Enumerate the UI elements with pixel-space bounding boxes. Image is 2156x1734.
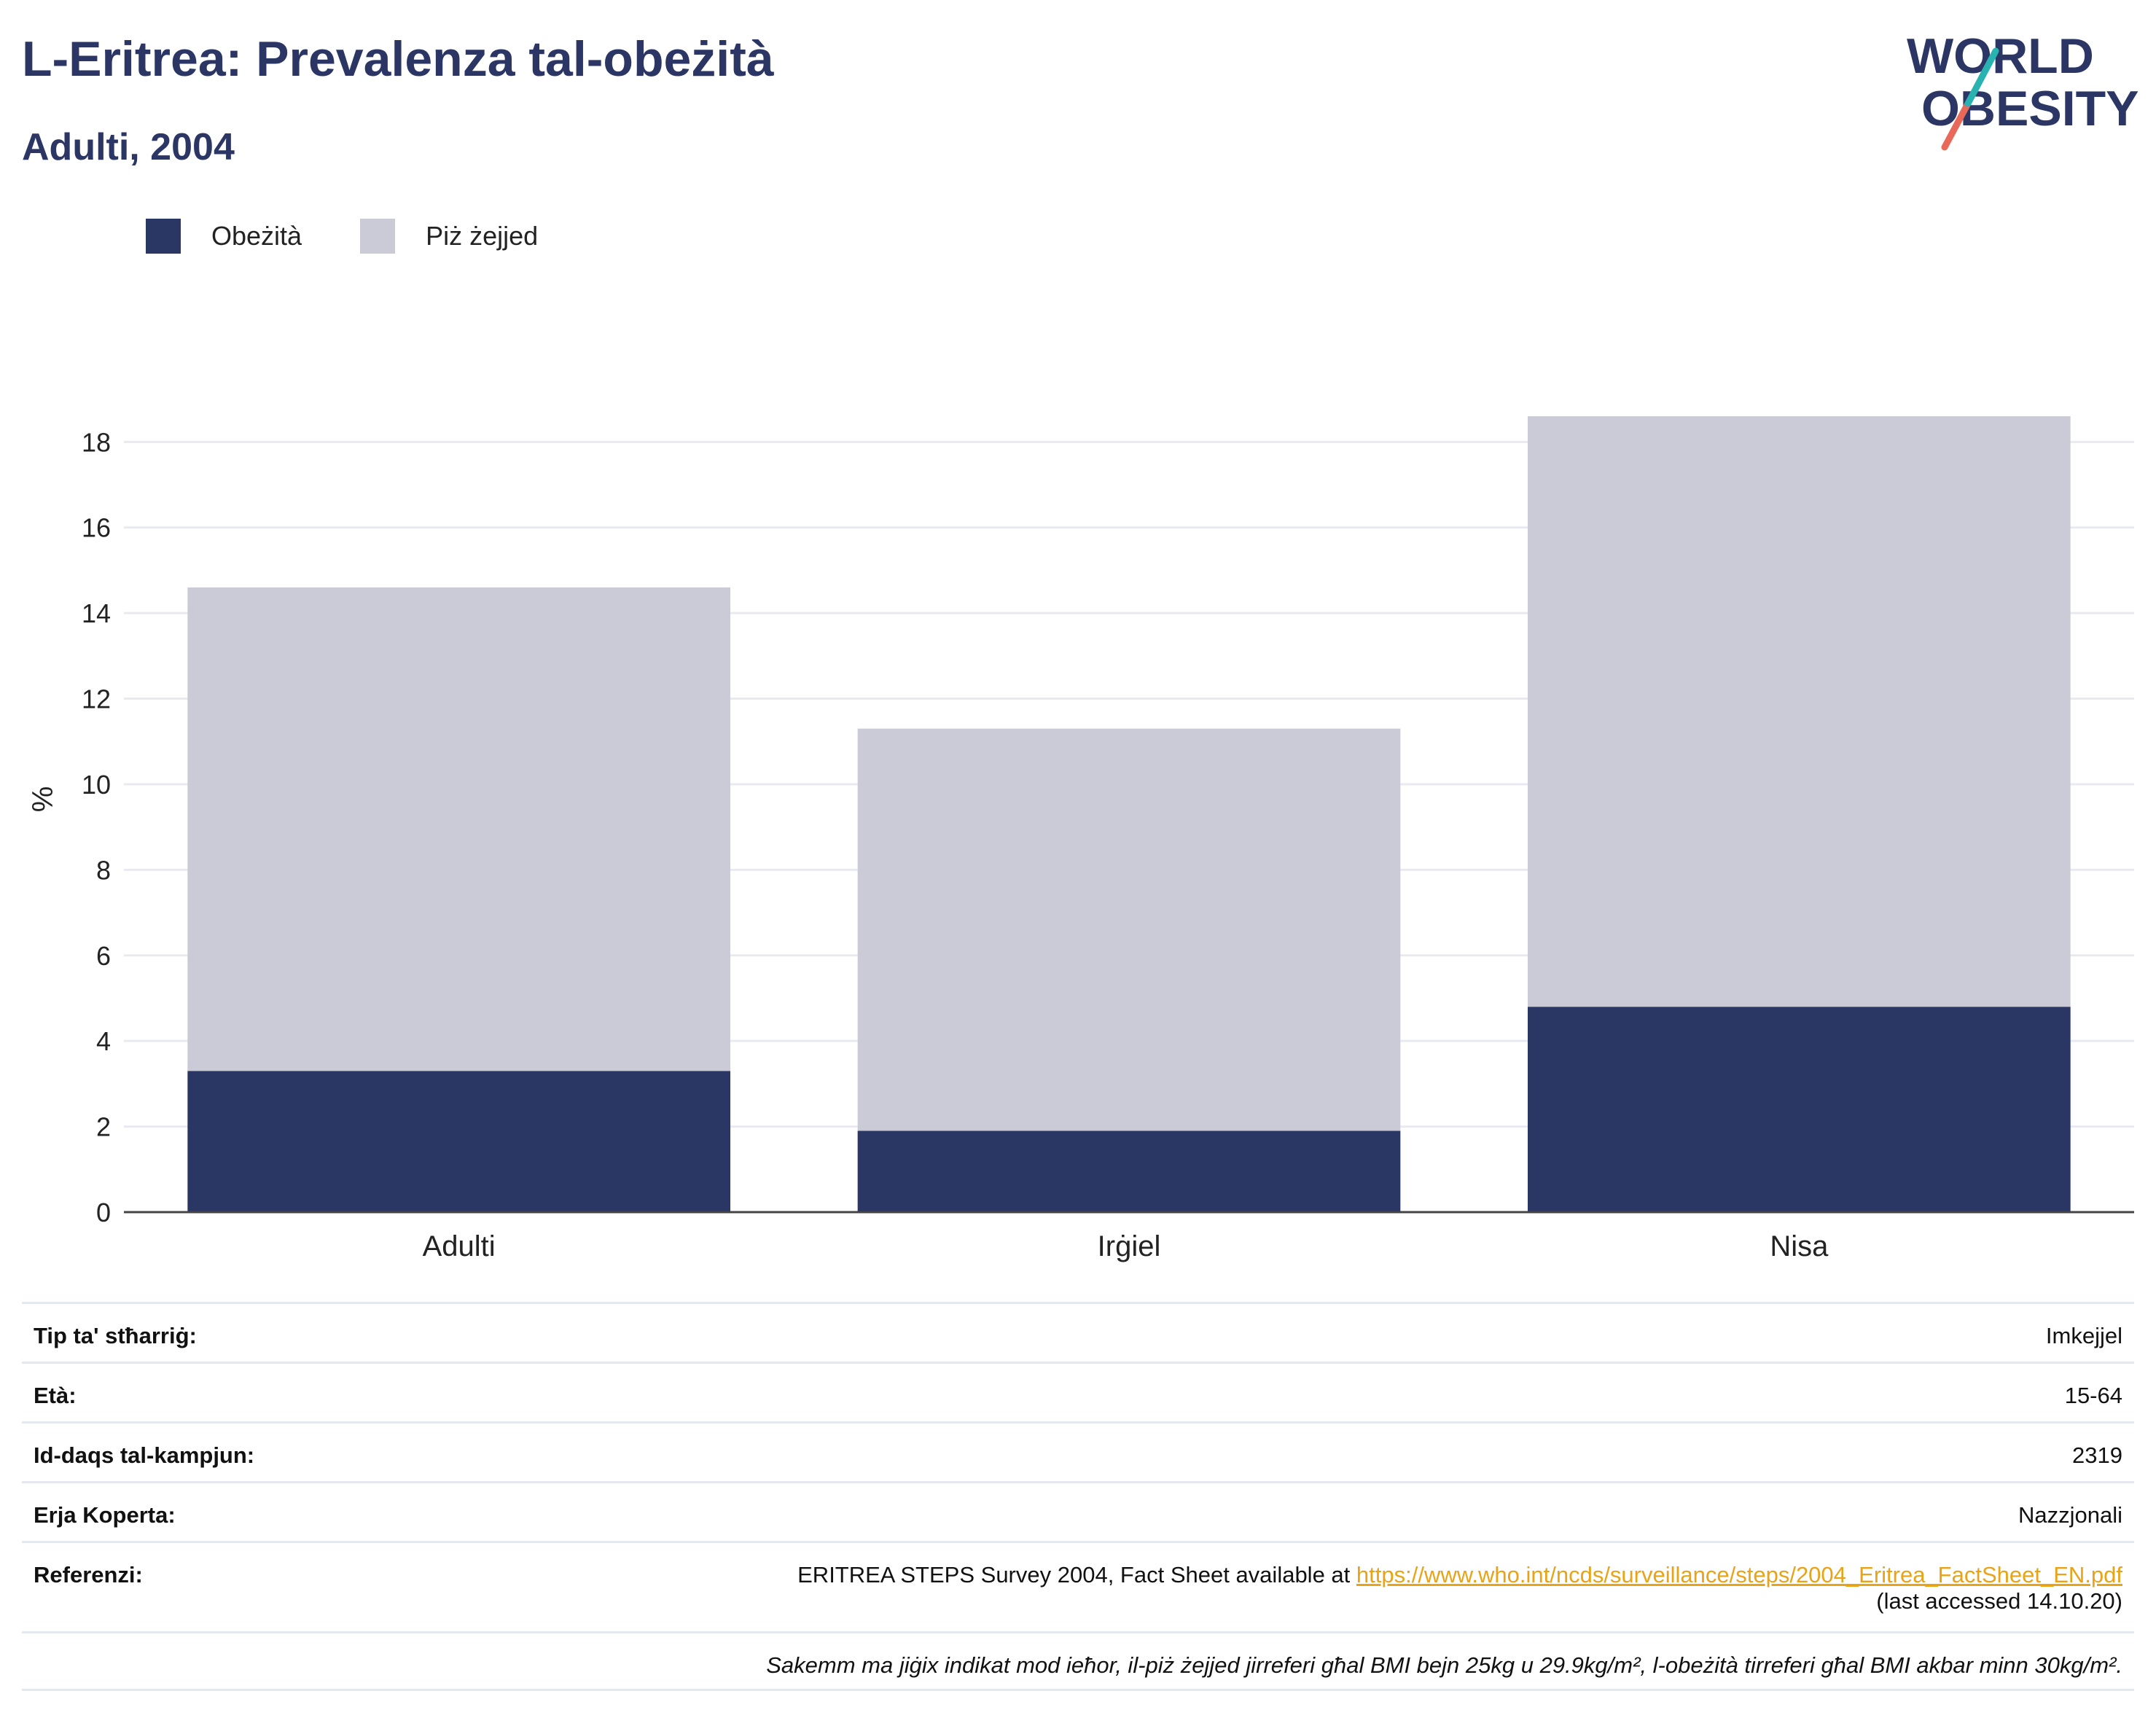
info-value-survey-type: Imkejjel xyxy=(2045,1323,2122,1348)
info-row-sample-size: Id-daqs tal-kampjun: 2319 xyxy=(22,1421,2134,1481)
info-row-area: Erja Koperta: Nazzjonali xyxy=(22,1481,2134,1541)
info-value-sample-size: 2319 xyxy=(2072,1442,2122,1468)
bar-obesity-1 xyxy=(857,1130,1401,1212)
info-value-reference: ERITREA STEPS Survey 2004, Fact Sheet av… xyxy=(797,1562,2122,1614)
bar-overweight-1 xyxy=(857,728,1401,1131)
logo-slash-teal xyxy=(1964,47,1999,107)
world-obesity-logo: WORLD OBESITY xyxy=(1907,28,2139,151)
y-tick-label: 14 xyxy=(82,598,111,628)
reference-accessed: (last accessed 14.10.20) xyxy=(1876,1588,2122,1614)
bar-overweight-0 xyxy=(187,587,730,1071)
y-tick-label: 18 xyxy=(82,427,111,457)
reference-link[interactable]: https://www.who.int/ncds/surveillance/st… xyxy=(1356,1562,2122,1587)
y-tick-label: 4 xyxy=(96,1026,111,1056)
info-value-area: Nazzjonali xyxy=(2018,1502,2122,1528)
legend-swatch-overweight xyxy=(360,219,396,254)
logo-slash-red xyxy=(1941,100,1972,151)
x-tick-label: Nisa xyxy=(1770,1230,1829,1262)
chart-title: L-Eritrea: Prevalenza tal-obeżità xyxy=(22,31,774,87)
bar-obesity-0 xyxy=(187,1071,730,1212)
info-key-area: Erja Koperta: xyxy=(34,1502,176,1528)
legend-item-obesity[interactable]: Obeżità xyxy=(146,219,302,254)
info-row-survey-type: Tip ta' stħarriġ: Imkejjel xyxy=(22,1302,2134,1362)
legend-swatch-obesity xyxy=(146,219,181,254)
y-tick-label: 0 xyxy=(96,1198,111,1227)
info-row-reference: Referenzi: ERITREA STEPS Survey 2004, Fa… xyxy=(22,1541,2134,1631)
reference-text: ERITREA STEPS Survey 2004, Fact Sheet av… xyxy=(797,1562,1356,1587)
info-value-age: 15-64 xyxy=(2064,1383,2122,1408)
legend: Obeżità Piż żejjed xyxy=(146,217,567,255)
info-table: Tip ta' stħarriġ: Imkejjel Età: 15-64 Id… xyxy=(22,1302,2134,1691)
info-key-age: Età: xyxy=(34,1383,77,1408)
y-axis-title: % xyxy=(27,786,59,813)
bar-overweight-2 xyxy=(1528,416,2071,1007)
legend-label-obesity: Obeżità xyxy=(211,221,302,251)
y-tick-label: 2 xyxy=(96,1112,111,1142)
legend-label-overweight: Piż żejjed xyxy=(426,221,539,251)
legend-item-overweight[interactable]: Piż żejjed xyxy=(360,219,538,254)
definition-note: Sakemm ma jiġix indikat mod ieħor, il-pi… xyxy=(22,1631,2134,1691)
y-tick-label: 8 xyxy=(96,855,111,885)
logo-text-world: WORLD xyxy=(1907,28,2094,84)
info-key-survey-type: Tip ta' stħarriġ: xyxy=(34,1323,197,1348)
y-tick-label: 6 xyxy=(96,941,111,971)
info-key-reference: Referenzi: xyxy=(34,1562,143,1587)
bar-obesity-2 xyxy=(1528,1007,2071,1212)
stacked-bar-chart: 0 2 4 6 8 10 12 14 16 18 Adulti Irġiel Nisa% xyxy=(27,416,2134,1262)
x-tick-label: Adulti xyxy=(423,1230,496,1262)
info-row-age: Età: 15-64 xyxy=(22,1362,2134,1421)
x-tick-label: Irġiel xyxy=(1098,1230,1161,1262)
y-tick-label: 12 xyxy=(82,684,111,714)
y-tick-label: 16 xyxy=(82,513,111,543)
info-key-sample-size: Id-daqs tal-kampjun: xyxy=(34,1442,255,1468)
chart-subtitle: Adulti, 2004 xyxy=(22,126,235,168)
y-tick-label: 10 xyxy=(82,770,111,800)
